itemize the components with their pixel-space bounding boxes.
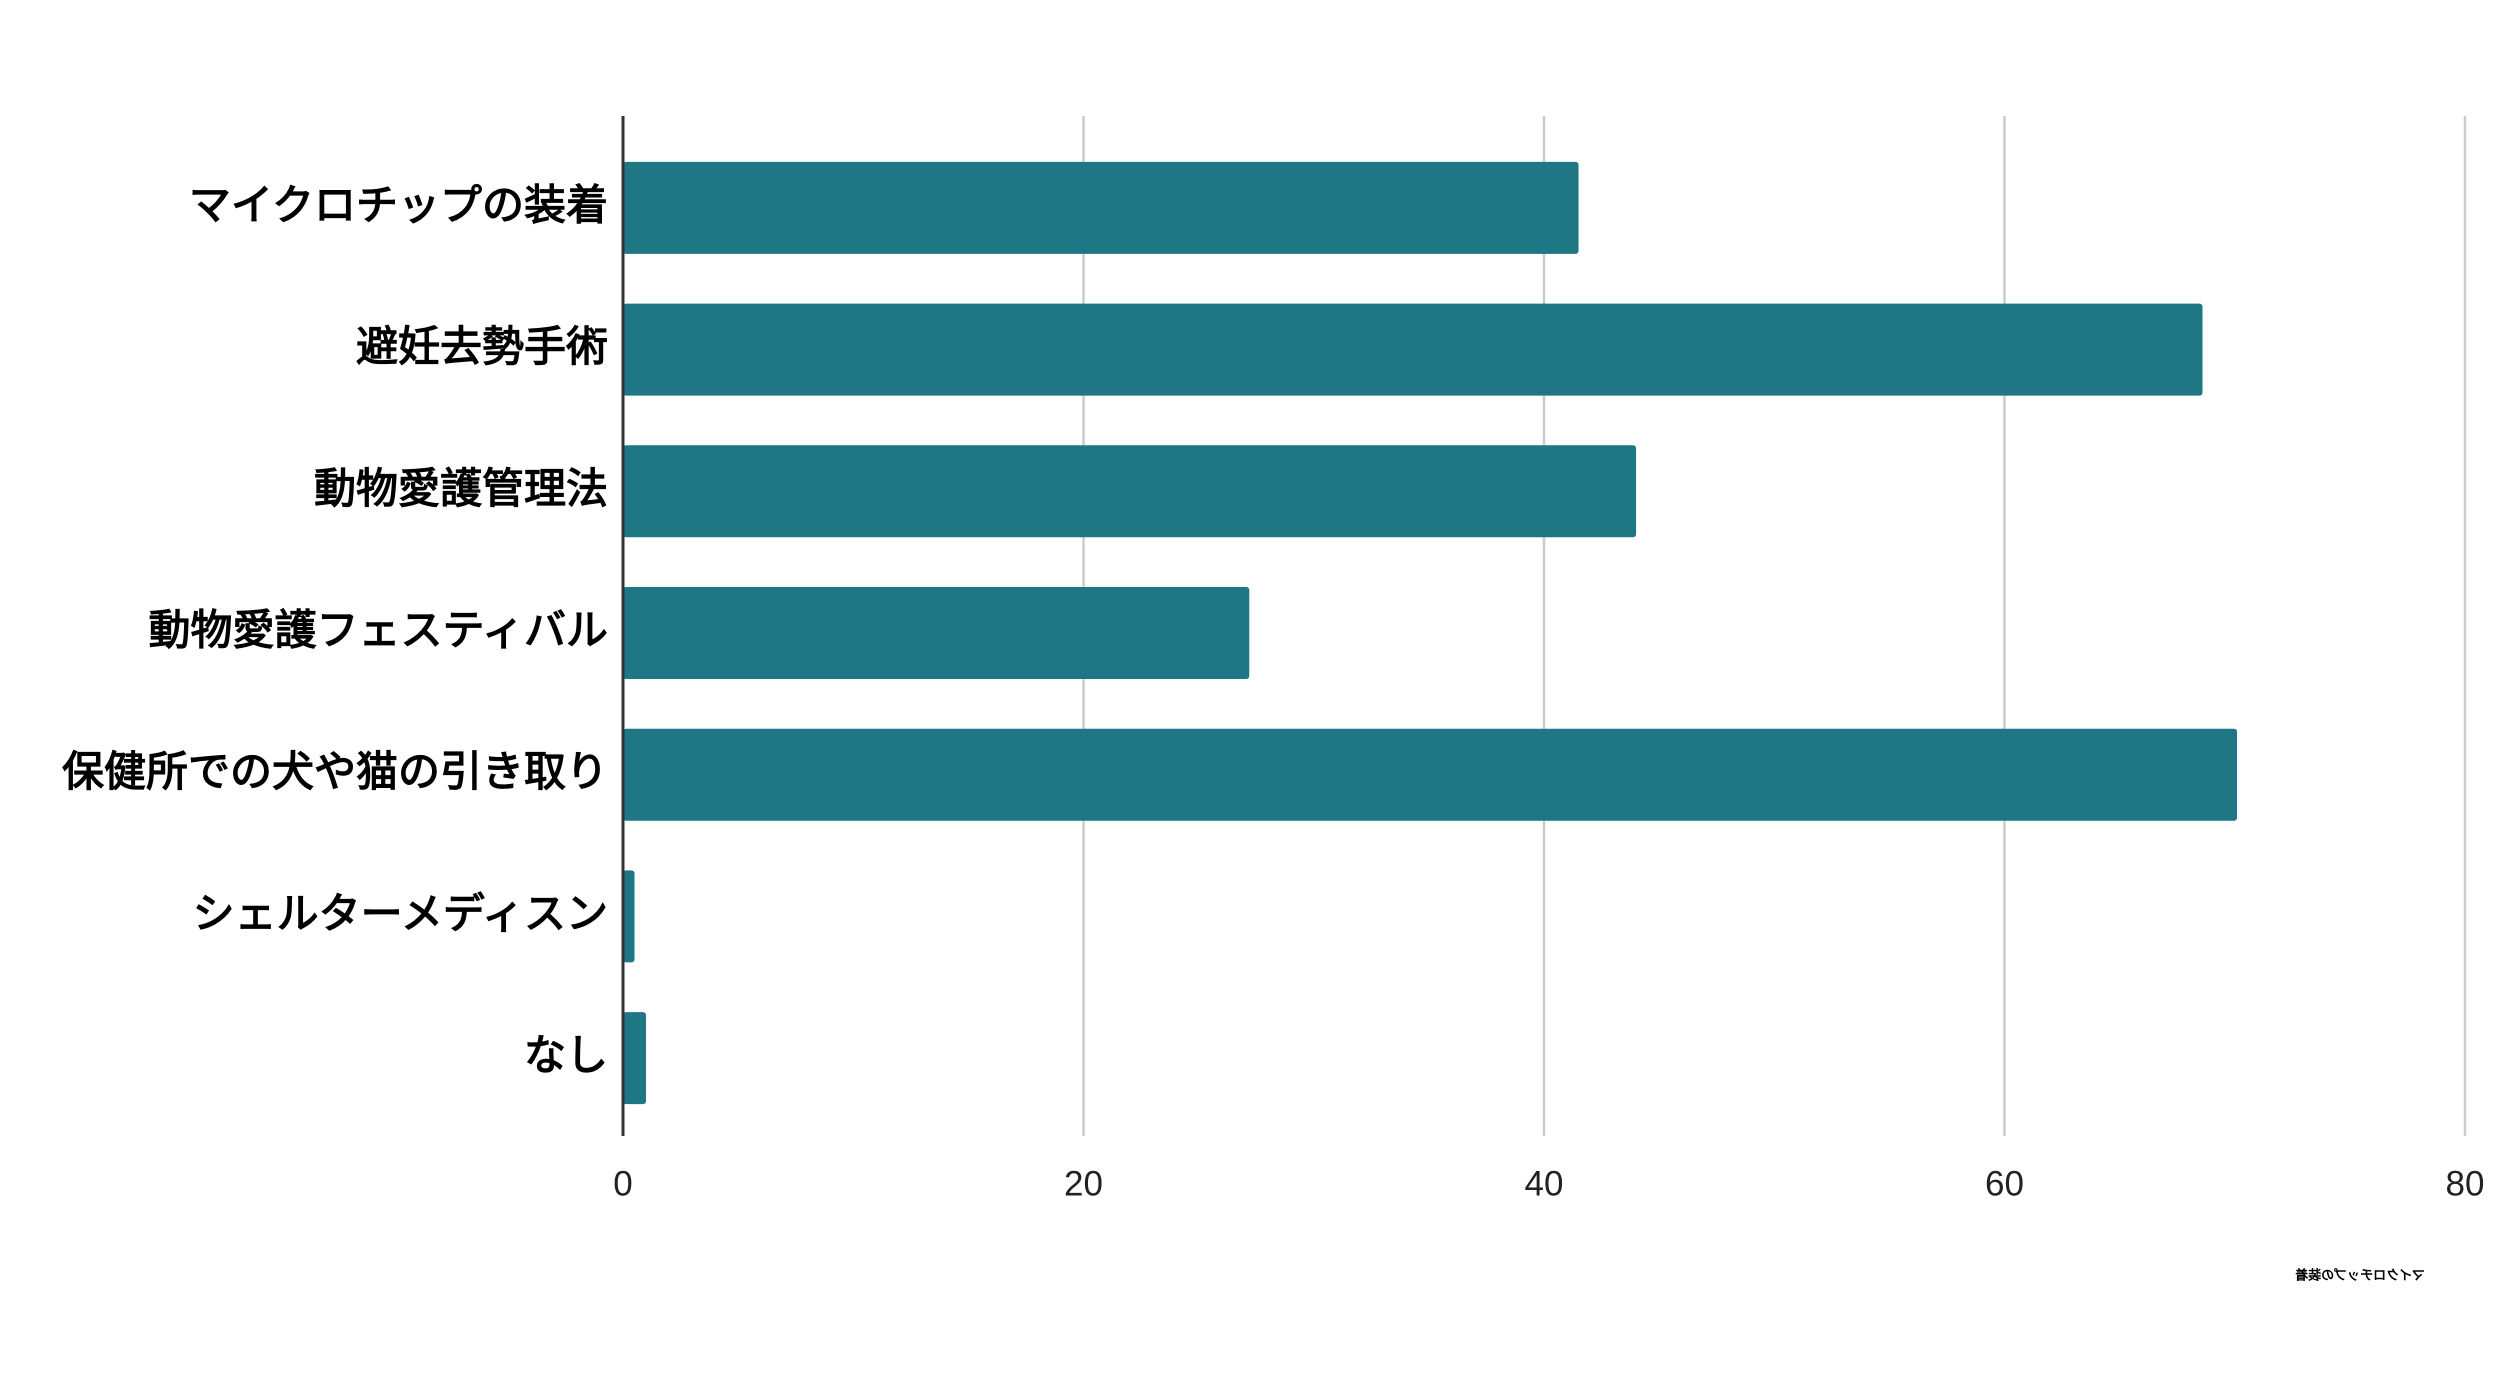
x-tick-label: 0 <box>613 1164 632 1203</box>
y-tick-label: 避妊去勢手術 <box>356 322 608 371</box>
x-tick-label: 80 <box>2446 1164 2485 1203</box>
y-tick-label: 動物愛護フェスティバル <box>149 606 608 655</box>
bar <box>623 728 2238 821</box>
bar <box>623 445 1637 538</box>
y-tick-label: なし <box>524 1031 608 1080</box>
y-tick-label: シェルターメディスン <box>193 889 608 938</box>
x-tick-label: 20 <box>1064 1164 1103 1203</box>
bar <box>623 161 1579 254</box>
legend-label: マイクロチップの装着 <box>2295 1268 2425 1284</box>
x-tick-label: 60 <box>1985 1164 2024 1203</box>
y-tick-label: マイクロチップの装着 <box>189 180 608 229</box>
y-tick-label: 保健所での犬や猫の引き取り <box>62 747 608 796</box>
bar <box>623 303 2203 396</box>
bar <box>623 1012 647 1105</box>
bar <box>623 870 635 963</box>
bar <box>623 587 1250 679</box>
y-tick-label: 動物愛護管理法 <box>314 464 608 513</box>
x-tick-label: 40 <box>1525 1164 1564 1203</box>
